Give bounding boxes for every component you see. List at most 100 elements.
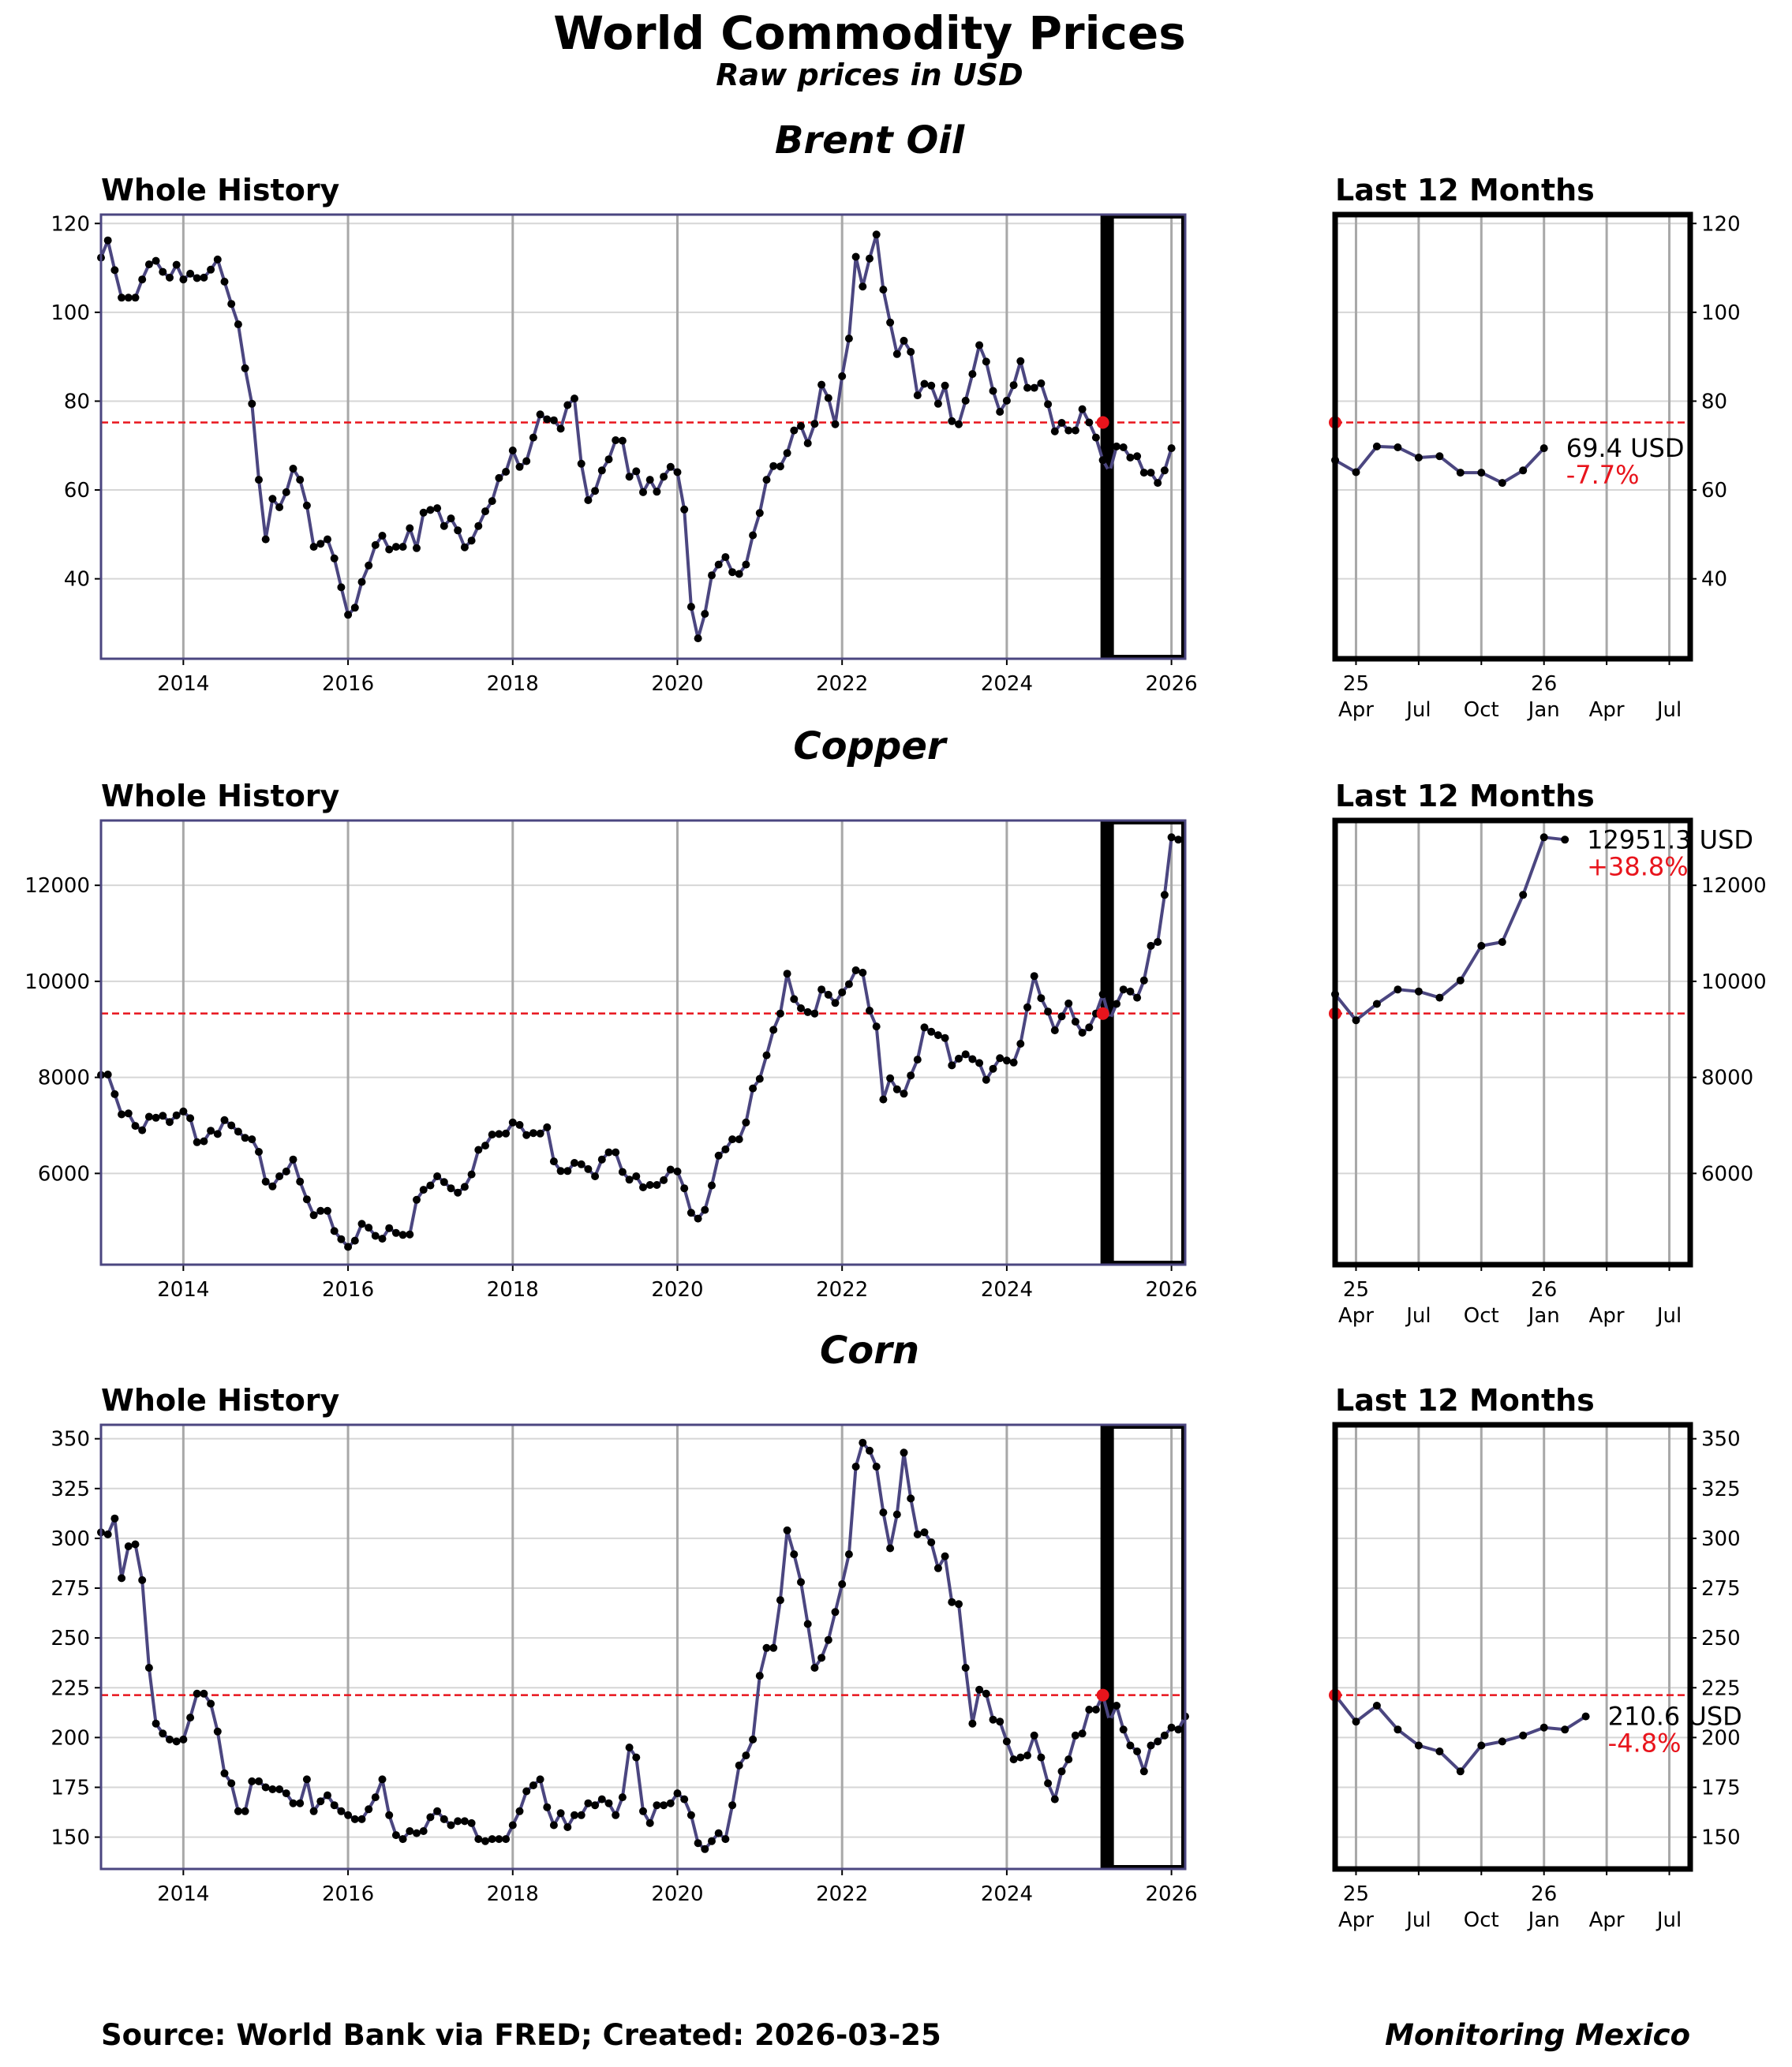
commodity-panels: Brent Oil Whole History Last 12 Months 40 60… xyxy=(24,118,1766,1932)
data-point xyxy=(941,381,949,390)
brent-oil-chart: Brent Oil Whole History Last 12 Months 40 60… xyxy=(51,118,1740,722)
data-point xyxy=(268,1182,277,1190)
data-point xyxy=(1016,1040,1025,1048)
data-point xyxy=(1139,1767,1148,1776)
data-point xyxy=(1050,427,1059,435)
data-point xyxy=(481,1837,489,1845)
data-point xyxy=(309,1807,318,1815)
y-tick-label: 12000 xyxy=(24,874,90,898)
reference-point xyxy=(1096,416,1109,429)
data-point xyxy=(481,507,489,516)
data-point xyxy=(680,1184,689,1193)
x-tick-label: 2014 xyxy=(157,672,209,696)
data-point xyxy=(1519,1731,1528,1740)
y-tick-label: 100 xyxy=(1701,301,1741,325)
x-tick-label: 26 xyxy=(1531,1278,1557,1302)
data-point xyxy=(597,466,606,475)
data-point xyxy=(975,1059,984,1067)
data-point xyxy=(309,1211,318,1220)
data-point xyxy=(220,278,229,286)
data-point xyxy=(824,990,832,999)
whole-panel-frame xyxy=(99,213,1187,660)
data-point xyxy=(502,1835,511,1844)
data-point xyxy=(515,462,524,471)
x-tick-label: 2024 xyxy=(981,672,1033,696)
data-point xyxy=(824,1635,832,1644)
copper-change-label: +38.8% xyxy=(1587,851,1688,881)
data-point xyxy=(302,501,311,510)
data-point xyxy=(110,1090,119,1098)
data-point xyxy=(1009,1755,1018,1764)
x-tick-label: 2024 xyxy=(981,1882,1033,1906)
data-point xyxy=(975,341,984,349)
data-point xyxy=(680,1795,689,1803)
data-point xyxy=(941,1034,949,1042)
data-point xyxy=(371,1232,380,1240)
data-point xyxy=(1002,396,1011,405)
data-point xyxy=(714,1151,723,1160)
data-point xyxy=(948,417,956,425)
figure-subtitle: Raw prices in USD xyxy=(716,58,1023,92)
data-point xyxy=(701,610,709,619)
data-point xyxy=(653,1801,661,1810)
data-point xyxy=(289,1799,297,1807)
data-point xyxy=(467,536,476,545)
data-point xyxy=(948,1061,956,1070)
data-point xyxy=(892,1510,901,1519)
x-tick-label: 2020 xyxy=(651,1278,703,1302)
brent-oil-recent-price-line xyxy=(1334,444,1546,485)
data-point xyxy=(968,1719,977,1728)
data-point xyxy=(1561,835,1569,844)
data-point xyxy=(1160,1731,1169,1740)
data-point xyxy=(1477,469,1486,477)
data-point xyxy=(419,508,428,517)
window-start-marker xyxy=(1101,820,1114,1265)
x-tick-label: Apr xyxy=(1589,698,1625,722)
data-point xyxy=(762,1643,771,1652)
x-tick-label: 26 xyxy=(1531,672,1557,696)
data-point xyxy=(248,399,256,408)
data-point xyxy=(1064,426,1073,435)
footer-brand: Monitoring Mexico xyxy=(1385,2018,1690,2052)
data-point xyxy=(144,1112,153,1121)
data-point xyxy=(474,521,483,530)
data-point xyxy=(357,1815,366,1823)
data-point xyxy=(927,1538,936,1546)
x-tick-label: 2014 xyxy=(157,1278,209,1302)
data-point xyxy=(543,415,552,424)
data-point xyxy=(522,1131,531,1139)
data-point xyxy=(996,408,1004,416)
data-point xyxy=(166,1735,174,1744)
data-point xyxy=(440,1178,448,1187)
data-point xyxy=(529,1781,537,1789)
data-point xyxy=(597,1795,606,1803)
data-point xyxy=(872,230,881,239)
data-point xyxy=(872,1022,881,1031)
x-tick-label: 25 xyxy=(1343,672,1369,696)
data-point xyxy=(831,420,840,428)
data-point xyxy=(344,1243,353,1251)
data-point xyxy=(1023,1003,1031,1011)
corn-whole-history-label: Whole History xyxy=(101,1383,340,1418)
data-point xyxy=(488,1131,496,1139)
corn-name: Corn xyxy=(820,1329,919,1373)
data-point xyxy=(968,370,977,379)
data-point xyxy=(838,988,847,996)
y-tick-label: 8000 xyxy=(1701,1067,1753,1090)
data-point xyxy=(783,970,791,978)
y-tick-label: 60 xyxy=(1701,479,1727,503)
data-point xyxy=(172,1737,181,1746)
data-point xyxy=(261,535,270,544)
data-point xyxy=(391,1228,400,1237)
data-point xyxy=(1477,1741,1486,1750)
data-point xyxy=(337,1807,346,1815)
data-point xyxy=(255,1777,263,1785)
data-point xyxy=(495,1130,503,1138)
recent-panel-frame xyxy=(1332,1422,1693,1872)
copper-recent-price-line xyxy=(1334,835,1566,1022)
x-tick-label: 2014 xyxy=(157,1882,209,1906)
data-point xyxy=(563,401,572,409)
data-point xyxy=(213,1130,222,1138)
data-point xyxy=(577,1160,585,1168)
